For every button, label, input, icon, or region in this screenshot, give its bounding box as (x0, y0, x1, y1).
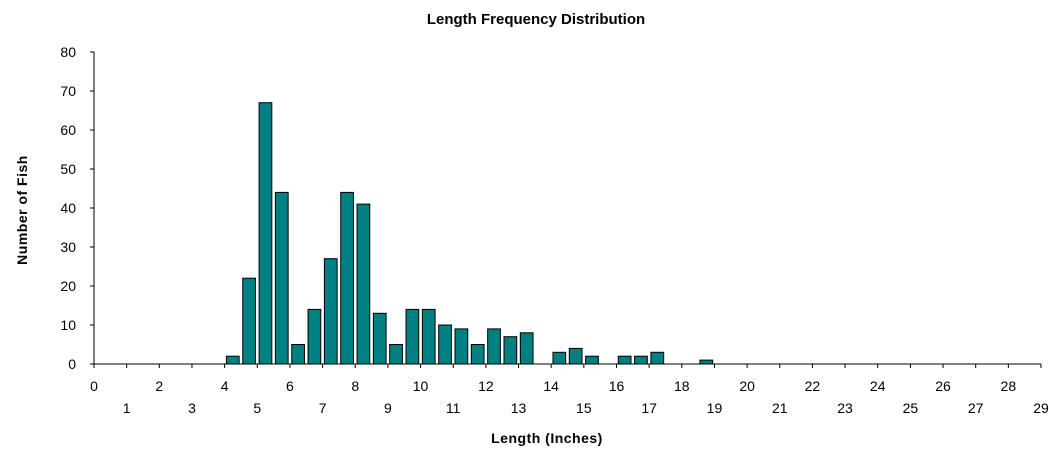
x-tick-label: 4 (221, 378, 229, 394)
bar (552, 351, 567, 365)
bar (225, 355, 240, 365)
bars (225, 102, 714, 365)
y-tick-label: 70 (60, 83, 76, 99)
bar (454, 328, 469, 365)
bar (470, 344, 485, 365)
bar (421, 308, 436, 365)
y-tick-label: 60 (60, 122, 76, 138)
x-tick-label: 10 (413, 378, 429, 394)
x-tick-label: 8 (351, 378, 359, 394)
y-axis: 0 10 20 30 40 50 60 70 80 (60, 44, 95, 372)
x-tick-label: 19 (707, 400, 723, 416)
x-tick-label: 23 (837, 400, 853, 416)
x-tick-label: 16 (609, 378, 625, 394)
bar (634, 355, 648, 365)
y-axis-title: Number of Fish (14, 155, 30, 265)
x-axis: 0123456789101112131415161718192021222324… (90, 363, 1049, 416)
x-tick-label: 5 (253, 400, 261, 416)
x-tick-label: 26 (935, 378, 951, 394)
x-tick-label: 22 (805, 378, 821, 394)
y-tick-label: 50 (60, 161, 76, 177)
x-tick-label: 1 (123, 400, 131, 416)
bar (650, 351, 665, 365)
x-tick-label: 29 (1033, 400, 1049, 416)
x-tick-label: 2 (155, 378, 163, 394)
bar (438, 324, 452, 365)
bar (291, 344, 305, 365)
bar (503, 336, 518, 365)
bar (356, 203, 371, 365)
x-tick-label: 27 (968, 400, 984, 416)
bar (585, 355, 599, 365)
x-tick-label: 14 (543, 378, 559, 394)
bar (487, 328, 501, 365)
x-tick-label: 15 (576, 400, 592, 416)
bar (617, 355, 632, 365)
bar (340, 191, 354, 365)
bar (372, 312, 387, 365)
x-tick-label: 17 (641, 400, 657, 416)
x-tick-label: 9 (384, 400, 392, 416)
x-tick-label: 3 (188, 400, 196, 416)
chart-title: Length Frequency Distribution (427, 11, 645, 28)
x-tick-label: 6 (286, 378, 294, 394)
bar (389, 344, 403, 365)
x-tick-label: 28 (1001, 378, 1017, 394)
x-tick-label: 18 (674, 378, 690, 394)
y-tick-label: 30 (60, 239, 76, 255)
y-tick-label: 20 (60, 278, 76, 294)
bar (699, 359, 714, 365)
bar (258, 102, 273, 365)
x-tick-label: 24 (870, 378, 886, 394)
x-tick-label: 21 (772, 400, 788, 416)
bar (323, 258, 338, 365)
bar (519, 332, 534, 365)
x-tick-label: 0 (90, 378, 98, 394)
x-axis-title: Length (Inches) (491, 430, 603, 446)
x-tick-label: 13 (511, 400, 527, 416)
x-tick-label: 20 (739, 378, 755, 394)
y-tick-label: 40 (60, 200, 76, 216)
y-tick-label: 80 (60, 44, 76, 60)
x-tick-label: 12 (478, 378, 494, 394)
x-tick-label: 25 (903, 400, 919, 416)
y-tick-label: 10 (60, 317, 76, 333)
x-tick-label: 11 (446, 400, 461, 416)
y-tick-label: 0 (68, 356, 76, 372)
bar (568, 347, 583, 365)
bar (242, 277, 256, 365)
bar (307, 308, 322, 365)
x-tick-label: 7 (319, 400, 327, 416)
bar (405, 308, 420, 365)
bar (274, 191, 289, 365)
